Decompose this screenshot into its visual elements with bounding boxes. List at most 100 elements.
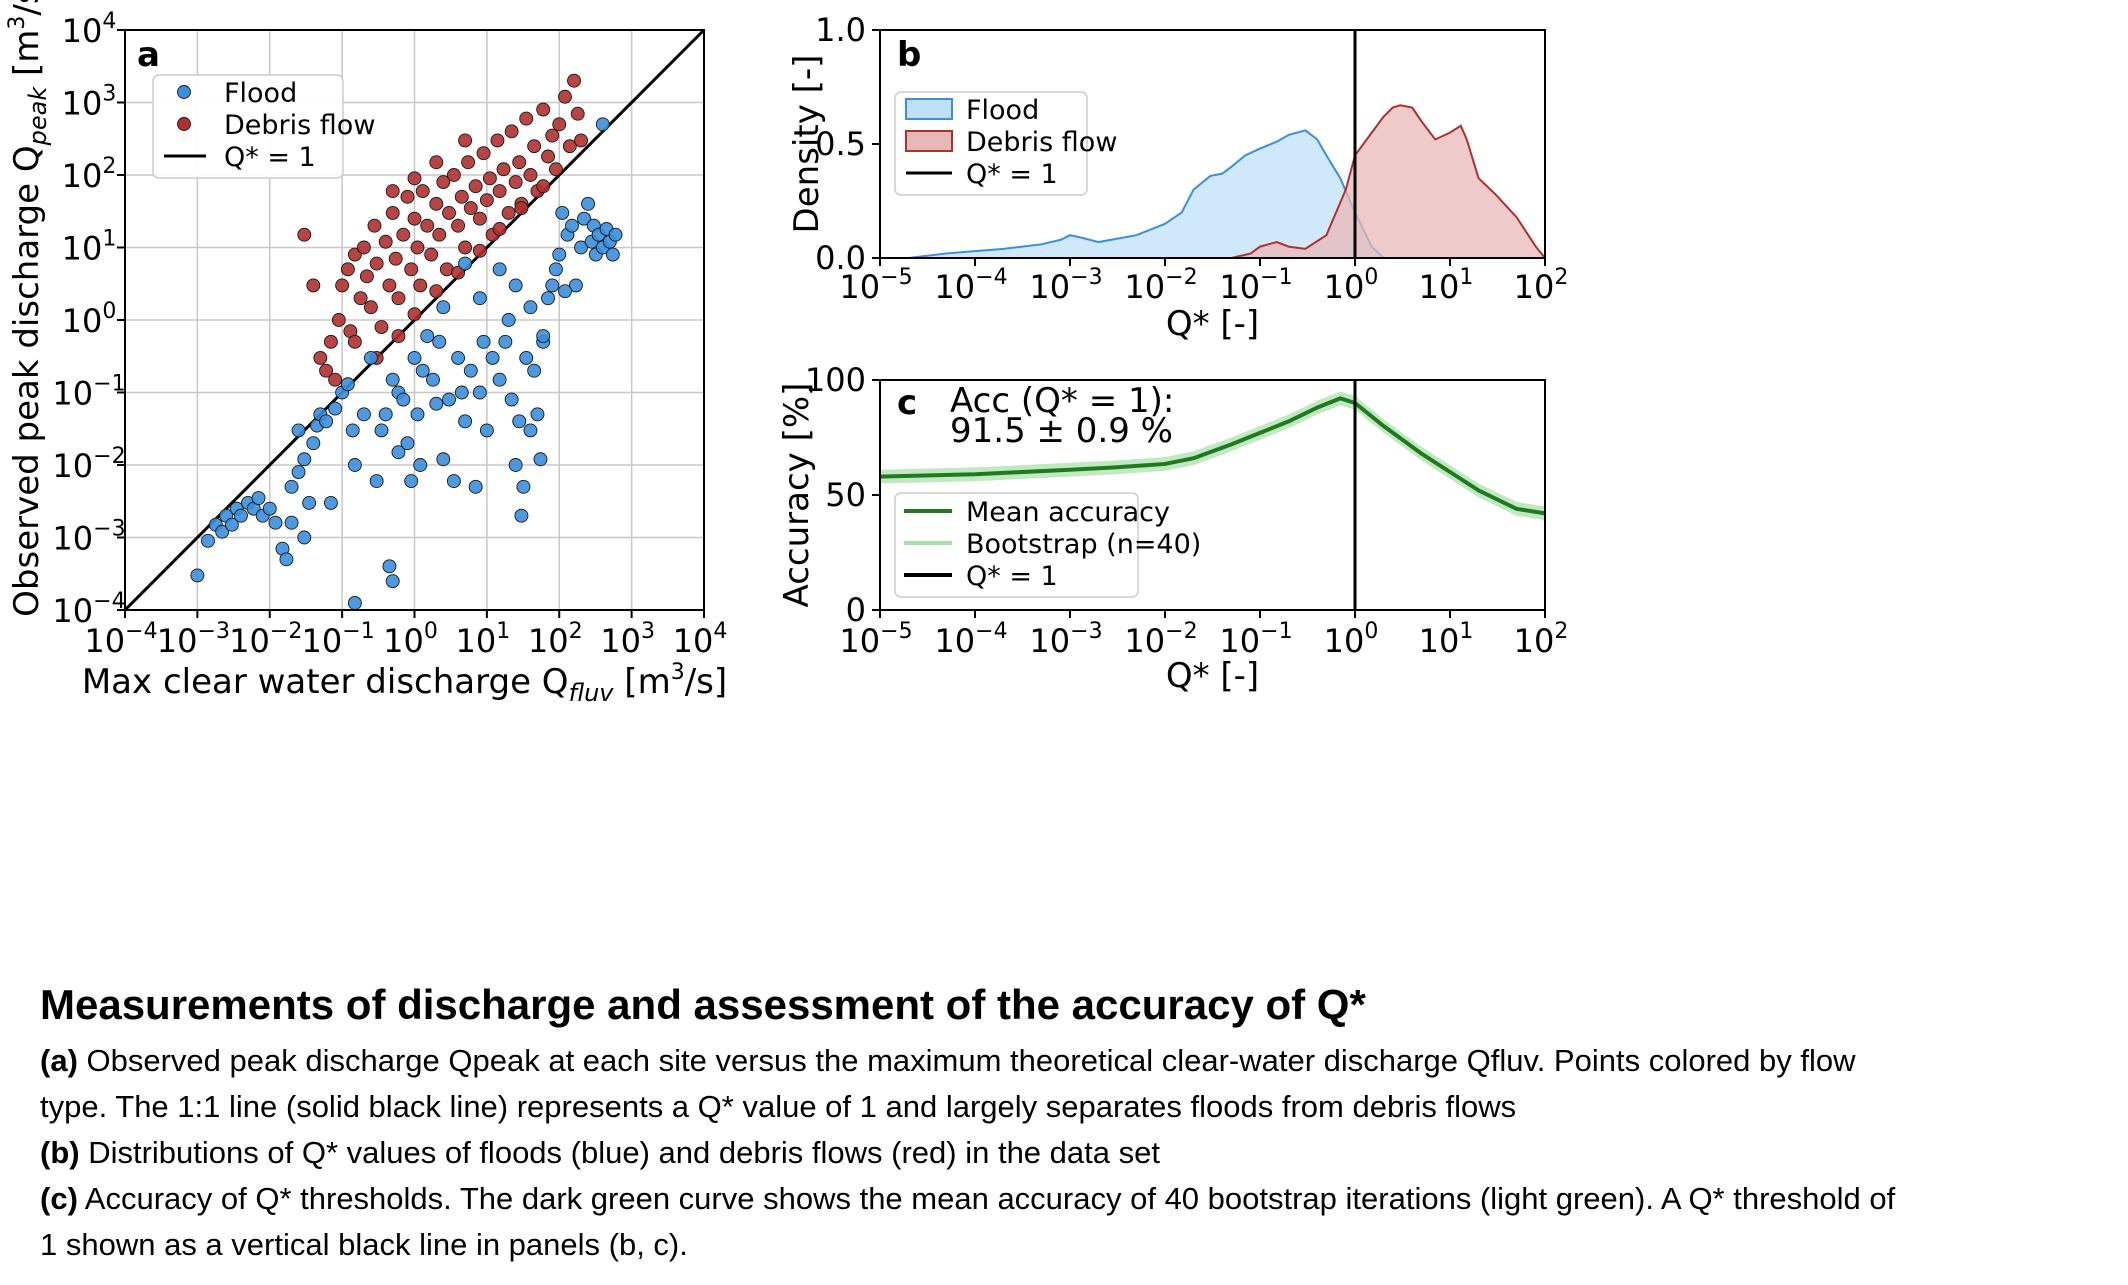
flood-point	[415, 363, 430, 378]
flood-point	[262, 501, 277, 516]
flood-point	[523, 423, 538, 438]
debris-flow-point	[429, 284, 444, 299]
panel-c-annotation-line-1: Acc (Q* = 1):	[950, 381, 1174, 421]
debris-flow-point	[490, 133, 505, 148]
debris-flow-point	[432, 227, 447, 242]
tick-label: 10−2	[52, 444, 125, 485]
legend-label: Mean accuracy	[966, 497, 1170, 528]
debris-flow-point	[442, 205, 456, 220]
tick-label: 10−1	[302, 619, 375, 660]
tick-label: 104	[62, 9, 117, 50]
debris-flow-point	[501, 205, 516, 220]
flood-point	[581, 196, 596, 211]
panel-c-accuracy-lines	[879, 391, 1546, 521]
flood-point	[451, 350, 466, 365]
tick-label: 10−3	[1029, 619, 1102, 660]
flood-point	[268, 515, 283, 530]
flood-point	[463, 363, 478, 378]
flood-point	[347, 458, 362, 472]
flood-point	[541, 291, 555, 306]
flood-point	[284, 479, 299, 494]
caption-a-label: (a)	[40, 1043, 78, 1078]
flood-point	[378, 407, 393, 422]
tick-label: 101	[62, 227, 117, 268]
figure: 10−410−410−310−310−210−210−110−110010010…	[5, 0, 1569, 707]
debris-flow-point	[374, 320, 389, 334]
tick-label: 10−1	[1219, 619, 1292, 660]
caption-c-continued: 1 shown as a vertical black line in pane…	[40, 1227, 688, 1262]
panel-b-letter: b	[897, 35, 921, 75]
flood-point	[356, 407, 371, 422]
debris-flow-point	[413, 278, 428, 293]
flood-point	[504, 392, 519, 407]
panel-b-y-axis-label: Density [-]	[787, 55, 827, 234]
tick-label: 104	[673, 619, 728, 660]
tick-label: 10−5	[839, 265, 912, 306]
flood-point	[516, 479, 531, 494]
caption-b-text: Distributions of Q* values of floods (bl…	[79, 1135, 1160, 1170]
legend-label: Flood	[224, 78, 297, 109]
flood-point	[363, 350, 378, 365]
caption-a: (a) Observed peak discharge Qpeak at eac…	[40, 1038, 2100, 1084]
caption-a-continued: type. The 1:1 line (solid black line) re…	[40, 1089, 1517, 1124]
flood-point	[291, 465, 306, 479]
debris-flow-point	[356, 240, 371, 255]
flood-point	[297, 530, 312, 545]
flood-point	[284, 515, 299, 530]
debris-flow-point	[396, 227, 411, 242]
tick-label: 102	[62, 154, 117, 195]
panel-a-y-axis-label: Observed peak discharge Qpeak [m3/s]	[5, 0, 52, 617]
debris-flow-point	[436, 175, 451, 189]
flood-density-fill	[908, 130, 1384, 258]
debris-flow-density-line	[1231, 104, 1546, 259]
tick-label: 10−3	[1029, 265, 1102, 306]
flood-point	[498, 334, 513, 349]
panel-a-ticks: 10−410−410−310−310−210−210−110−110010010…	[52, 9, 727, 660]
debris-flow-point	[545, 128, 560, 143]
flood-point	[545, 278, 560, 293]
debris-flow-point	[496, 162, 511, 177]
debris-flow-point	[461, 155, 476, 170]
debris-flow-point	[410, 240, 425, 255]
flood-point	[224, 517, 239, 532]
flood-point	[468, 479, 483, 494]
caption-b: (b) Distributions of Q* values of floods…	[40, 1130, 2100, 1176]
legend-marker	[177, 117, 191, 131]
tick-label: 100	[1324, 619, 1379, 660]
debris-flow-point	[527, 139, 542, 154]
debris-flow-point	[451, 218, 466, 233]
debris-flow-point	[482, 171, 497, 186]
tick-label: 10−4	[52, 589, 125, 630]
panel-c-letter: c	[897, 383, 917, 423]
tick-label: 10−2	[229, 619, 302, 660]
debris-flow-point	[359, 269, 374, 284]
flood-point	[514, 508, 529, 523]
tick-label: 102	[1514, 619, 1569, 660]
panel-a-points	[190, 73, 623, 610]
debris-flow-point	[508, 175, 523, 189]
flood-point	[297, 452, 312, 467]
debris-flow-point	[504, 124, 519, 139]
caption-b-label: (b)	[40, 1135, 80, 1170]
legend-label: Q* = 1	[966, 159, 1058, 190]
flood-point	[323, 495, 338, 510]
tick-label: 10−1	[52, 372, 125, 413]
debris-flow-point	[429, 155, 444, 170]
flood-density-line	[908, 129, 1385, 259]
tick-label: 100	[383, 619, 438, 660]
debris-flow-point	[400, 189, 415, 204]
caption-c-label: (c)	[40, 1181, 78, 1216]
debris-flow-point	[512, 155, 527, 170]
debris-flow-point	[536, 102, 551, 117]
legend-marker	[177, 85, 191, 99]
debris-flow-point	[335, 278, 350, 293]
panel-b-density-areas	[908, 104, 1546, 259]
tick-label: 10−4	[934, 265, 1007, 306]
flood-point	[519, 350, 534, 365]
flood-point	[400, 436, 415, 451]
flood-point	[251, 491, 266, 506]
tick-label: 10−3	[52, 517, 125, 558]
legend-label: Debris flow	[966, 127, 1117, 158]
flood-point	[523, 300, 538, 315]
